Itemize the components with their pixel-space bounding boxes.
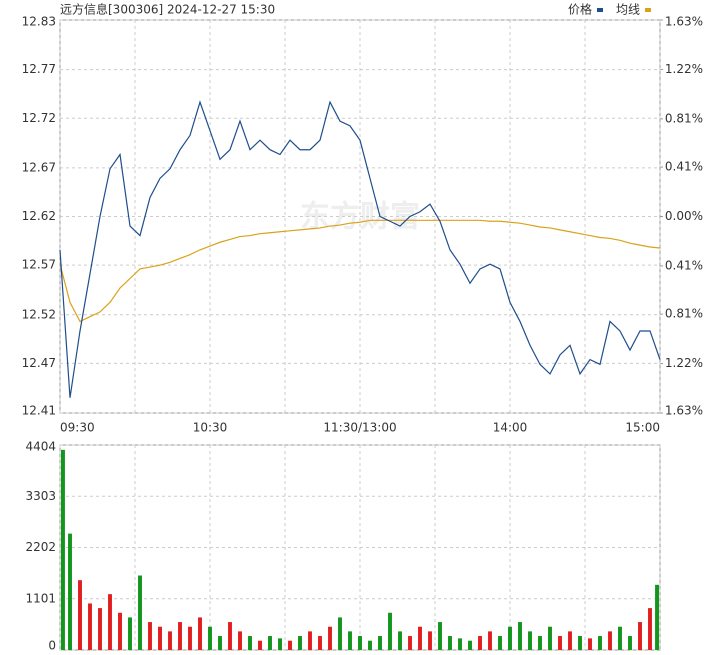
- legend-label: 价格: [568, 2, 592, 17]
- y2-tick-label: 0.41%: [665, 258, 703, 272]
- volume-bar: [358, 636, 362, 650]
- volume-bar: [518, 622, 522, 650]
- volume-bar: [528, 631, 532, 650]
- volume-bar: [538, 636, 542, 650]
- y-tick-label: 1101: [25, 591, 56, 605]
- volume-bar: [158, 626, 162, 650]
- chart-title: 远方信息[300306] 2024-12-27 15:30: [60, 2, 275, 17]
- y-tick-label: 12.57: [22, 258, 56, 272]
- volume-bar: [598, 636, 602, 650]
- volume-bar: [178, 622, 182, 650]
- volume-bar: [208, 626, 212, 650]
- y-tick-label: 0: [48, 639, 56, 653]
- volume-bar: [578, 636, 582, 650]
- volume-bar: [168, 631, 172, 650]
- volume-bar: [258, 640, 262, 650]
- volume-bar: [398, 631, 402, 650]
- volume-bar: [618, 626, 622, 650]
- volume-bar: [328, 626, 332, 650]
- legend-label: 均线: [616, 3, 640, 17]
- volume-bar: [148, 622, 152, 650]
- volume-bar: [238, 631, 242, 650]
- y2-tick-label: 1.22%: [665, 62, 703, 76]
- y-tick-label: 12.67: [22, 160, 56, 174]
- volume-bar: [588, 638, 592, 650]
- volume-bar: [228, 622, 232, 650]
- volume-bar: [608, 631, 612, 650]
- volume-bar: [568, 631, 572, 650]
- volume-bar: [78, 580, 82, 650]
- y2-tick-label: 1.63%: [665, 15, 703, 29]
- y-tick-label: 12.52: [22, 307, 56, 321]
- volume-bar: [648, 608, 652, 650]
- series-line: [59, 219, 661, 323]
- volume-bar: [108, 594, 112, 650]
- volume-bar: [388, 612, 392, 650]
- volume-bar: [638, 622, 642, 650]
- volume-bar: [468, 640, 472, 650]
- volume-bar: [318, 636, 322, 650]
- volume-bar: [128, 617, 132, 650]
- y-tick-label: 3303: [25, 489, 56, 503]
- volume-bar: [278, 638, 282, 650]
- volume-bar: [308, 631, 312, 650]
- volume-bar: [418, 626, 422, 650]
- volume-bar: [488, 631, 492, 650]
- y2-tick-label: 0.41%: [665, 160, 703, 174]
- volume-bar: [478, 636, 482, 650]
- x-tick-label: 09:30: [60, 421, 95, 435]
- x-tick-label: 10:30: [193, 421, 228, 435]
- volume-bar: [138, 575, 142, 650]
- volume-bar: [628, 636, 632, 650]
- y2-tick-label: 0.00%: [665, 209, 703, 223]
- volume-bar: [438, 622, 442, 650]
- volume-bar: [88, 603, 92, 650]
- volume-bar: [548, 626, 552, 650]
- y2-tick-label: 1.22%: [665, 356, 703, 370]
- y-tick-label: 12.47: [22, 356, 56, 370]
- volume-bar: [118, 612, 122, 650]
- volume-bar: [368, 640, 372, 650]
- x-tick-label: 15:00: [625, 421, 660, 435]
- volume-bar: [448, 636, 452, 650]
- volume-bar: [288, 640, 292, 650]
- volume-bar: [338, 617, 342, 650]
- x-tick-label: 11:30/13:00: [323, 421, 396, 435]
- volume-bar: [508, 626, 512, 650]
- volume-bar: [61, 449, 65, 650]
- y-tick-label: 4404: [25, 440, 56, 454]
- volume-bar: [98, 608, 102, 650]
- volume-bar: [68, 533, 72, 650]
- legend-swatch: [645, 8, 651, 12]
- x-tick-label: 14:00: [493, 421, 528, 435]
- volume-bar: [408, 636, 412, 650]
- volume-bar: [655, 584, 659, 650]
- volume-bar: [498, 636, 502, 650]
- y2-tick-label: 0.81%: [665, 111, 703, 125]
- volume-bar: [268, 636, 272, 650]
- y2-tick-label: 1.63%: [665, 404, 703, 418]
- volume-bar: [378, 636, 382, 650]
- series-line: [59, 100, 661, 398]
- volume-bar: [558, 636, 562, 650]
- volume-bar: [298, 636, 302, 650]
- y-tick-label: 12.72: [22, 111, 56, 125]
- y-tick-label: 12.41: [22, 404, 56, 418]
- volume-bar: [458, 638, 462, 650]
- y-tick-label: 2202: [25, 540, 56, 554]
- volume-bar: [188, 626, 192, 650]
- volume-bar: [198, 617, 202, 650]
- legend-swatch: [597, 8, 603, 12]
- legend: 价格 均线: [568, 2, 651, 17]
- y-tick-label: 12.83: [22, 15, 56, 29]
- y-tick-label: 12.62: [22, 209, 56, 223]
- volume-bar: [248, 636, 252, 650]
- volume-bar: [428, 631, 432, 650]
- y-tick-label: 12.77: [22, 62, 56, 76]
- volume-bar: [348, 631, 352, 650]
- volume-bar: [218, 636, 222, 650]
- y2-tick-label: 0.81%: [665, 307, 703, 321]
